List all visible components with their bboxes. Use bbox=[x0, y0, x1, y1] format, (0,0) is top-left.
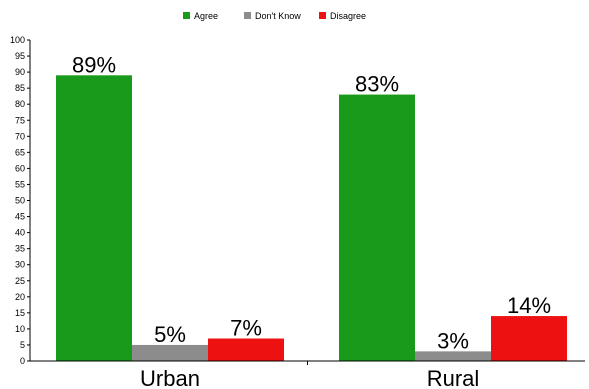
y-tick-label: 60 bbox=[15, 163, 25, 173]
legend-swatch-2 bbox=[319, 12, 326, 19]
data-label-rural-0: 83% bbox=[355, 72, 399, 97]
legend-label-0: Agree bbox=[194, 11, 218, 21]
y-tick-label: 40 bbox=[15, 228, 25, 238]
y-tick-label: 20 bbox=[15, 292, 25, 302]
bar-urban-0 bbox=[56, 75, 132, 361]
legend-swatch-1 bbox=[244, 12, 251, 19]
data-label-urban-0: 89% bbox=[72, 52, 116, 77]
y-tick-label: 50 bbox=[15, 196, 25, 206]
y-tick-label: 15 bbox=[15, 308, 25, 318]
bar-rural-1 bbox=[415, 351, 491, 361]
legend-label-1: Don't Know bbox=[255, 11, 301, 21]
y-tick-label: 85 bbox=[15, 83, 25, 93]
y-tick-label: 55 bbox=[15, 179, 25, 189]
bar-rural-2 bbox=[491, 316, 567, 361]
y-tick-label: 100 bbox=[10, 35, 25, 45]
y-tick-label: 90 bbox=[15, 67, 25, 77]
x-axis: Urban Rural bbox=[30, 360, 585, 389]
y-tick-label: 10 bbox=[15, 324, 25, 334]
data-label-urban-1: 5% bbox=[154, 322, 186, 347]
y-axis: 0 5 10 15 20 25 30 35 40 45 50 55 60 65 70 75 80 85 90 95 10… bbox=[10, 35, 31, 366]
y-tick-label: 30 bbox=[15, 260, 25, 270]
y-tick-label: 80 bbox=[15, 99, 25, 109]
bar-urban-2 bbox=[208, 338, 284, 361]
y-tick-label: 5 bbox=[20, 340, 25, 350]
y-tick-label: 35 bbox=[15, 244, 25, 254]
y-tick-label: 95 bbox=[15, 51, 25, 61]
y-tick-label: 65 bbox=[15, 147, 25, 157]
bar-urban-1 bbox=[132, 344, 208, 361]
legend-swatch-0 bbox=[183, 12, 190, 19]
y-tick-label: 45 bbox=[15, 212, 25, 222]
y-tick-label: 25 bbox=[15, 276, 25, 286]
y-tick-label: 70 bbox=[15, 131, 25, 141]
data-label-rural-1: 3% bbox=[437, 328, 469, 353]
legend-label-2: Disagree bbox=[330, 11, 366, 21]
x-category-label-urban: Urban bbox=[140, 366, 200, 389]
legend: Agree Don't Know Disagree bbox=[183, 11, 366, 21]
x-category-label-rural: Rural bbox=[427, 366, 480, 389]
y-tick-label: 75 bbox=[15, 115, 25, 125]
y-tick-label: 0 bbox=[20, 356, 25, 366]
data-label-rural-2: 14% bbox=[507, 293, 551, 318]
data-label-urban-2: 7% bbox=[230, 316, 262, 341]
bars: 89% 5% 7% 83% 3% 14% bbox=[56, 52, 567, 361]
bar-rural-0 bbox=[339, 94, 415, 361]
